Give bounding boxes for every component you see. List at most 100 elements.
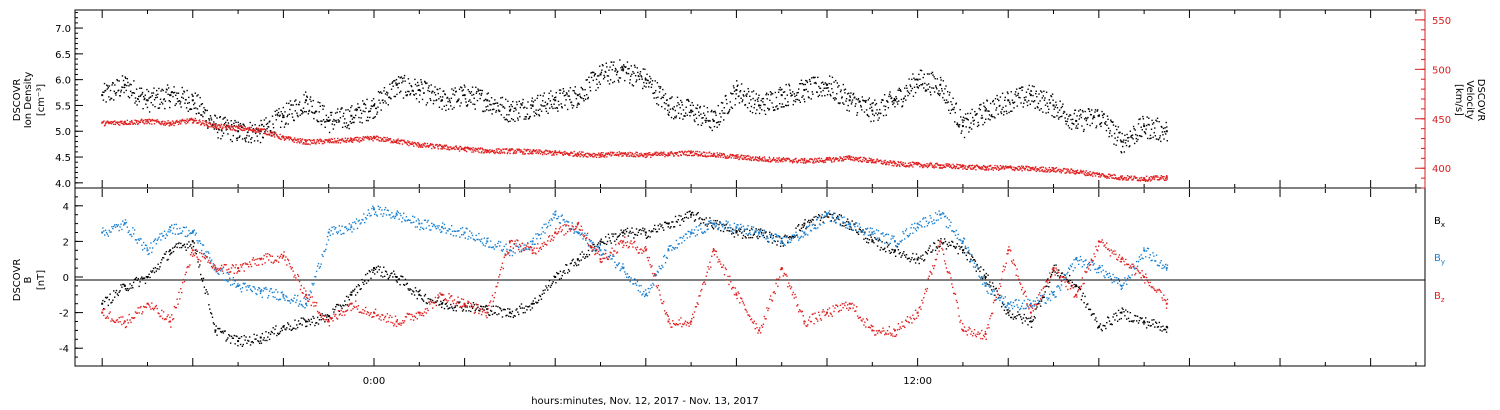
- density-trace-dot: [686, 114, 688, 116]
- bx-trace-dot: [113, 290, 115, 292]
- velocity-trace-dot: [857, 160, 860, 163]
- velocity-trace-dot: [177, 123, 180, 126]
- velocity-trace-dot: [609, 151, 612, 153]
- density-trace-dot: [1083, 118, 1086, 120]
- density-trace-dot: [1136, 140, 1138, 143]
- bx-trace-dot: [427, 297, 429, 300]
- velocity-trace-dot: [901, 163, 903, 165]
- density-trace-dot: [166, 89, 168, 91]
- density-trace-dot: [669, 97, 671, 100]
- top-panel-marks: [101, 59, 1168, 182]
- density-trace-dot: [865, 109, 868, 111]
- density-trace-dot: [176, 97, 179, 100]
- density-trace-dot: [364, 104, 367, 106]
- velocity-trace-dot: [552, 152, 555, 155]
- density-trace-dot: [410, 84, 412, 87]
- bx-trace-dot: [585, 256, 587, 258]
- velocity-trace-dot: [339, 139, 341, 141]
- density-trace-dot: [515, 109, 517, 111]
- bx-trace-dot: [523, 307, 525, 309]
- bx-trace-dot: [340, 305, 342, 308]
- density-trace-dot: [628, 67, 630, 70]
- density-trace-dot: [350, 106, 352, 109]
- velocity-trace-dot: [396, 142, 398, 144]
- velocity-trace-dot: [1085, 170, 1087, 172]
- bx-trace-dot: [129, 283, 131, 285]
- density-trace-dot: [1094, 111, 1096, 113]
- density-trace-dot: [348, 110, 351, 112]
- density-trace-dot: [924, 90, 927, 92]
- velocity-trace-dot: [815, 158, 818, 160]
- density-trace-dot: [325, 114, 328, 117]
- density-trace-dot: [126, 84, 128, 87]
- velocity-trace-dot: [929, 164, 931, 167]
- bx-trace-dot: [104, 296, 107, 299]
- velocity-trace-dot: [872, 161, 874, 164]
- velocity-trace-dot: [853, 160, 855, 162]
- density-trace-dot: [471, 86, 474, 88]
- density-trace-dot: [888, 95, 890, 98]
- velocity-trace-dot: [1099, 173, 1101, 176]
- density-trace-dot: [550, 103, 553, 106]
- bx-trace-dot: [666, 222, 669, 224]
- density-trace-dot: [1000, 111, 1002, 113]
- density-trace-dot: [742, 94, 744, 96]
- density-trace-dot: [470, 101, 472, 103]
- velocity-trace-dot: [276, 134, 278, 136]
- bx-trace-dot: [677, 218, 679, 221]
- velocity-trace-dot: [750, 158, 752, 160]
- density-trace-dot: [1005, 110, 1008, 113]
- velocity-point: [644, 153, 647, 156]
- density-trace-dot: [373, 116, 375, 119]
- density-trace-dot: [1150, 137, 1152, 139]
- density-trace-dot: [673, 106, 675, 108]
- density-trace-dot: [555, 91, 557, 94]
- bx-trace-dot: [228, 334, 230, 336]
- bx-trace-dot: [535, 301, 537, 303]
- density-trace-dot: [1038, 93, 1040, 95]
- bx-trace-dot: [112, 299, 114, 301]
- density-trace-dot: [452, 89, 455, 92]
- density-trace-dot: [481, 89, 484, 92]
- bx-trace-dot: [520, 303, 523, 305]
- bx-trace-dot: [335, 303, 338, 306]
- velocity-trace-dot: [696, 153, 698, 156]
- velocity-trace-dot: [220, 125, 222, 127]
- bx-trace-dot: [683, 217, 686, 219]
- density-trace-dot: [721, 102, 724, 104]
- velocity-trace-dot: [151, 118, 154, 121]
- bx-trace-dot: [429, 298, 431, 300]
- velocity-trace-dot: [345, 139, 347, 142]
- bx-trace-dot: [631, 227, 633, 229]
- density-trace-dot: [636, 79, 638, 81]
- bx-trace-dot: [546, 287, 548, 289]
- density-trace-dot: [125, 89, 127, 92]
- density-trace-dot: [419, 90, 422, 92]
- velocity-trace-dot: [218, 124, 220, 126]
- velocity-trace-dot: [315, 141, 318, 143]
- density-trace-dot: [894, 106, 896, 108]
- velocity-trace-dot: [242, 127, 244, 129]
- density-trace-dot: [406, 94, 409, 96]
- velocity-trace-dot: [123, 123, 126, 125]
- velocity-trace-dot: [884, 159, 886, 162]
- bx-trace-dot: [372, 271, 374, 274]
- bx-trace-dot: [107, 304, 110, 307]
- velocity-trace-dot: [808, 158, 811, 160]
- density-trace-dot: [765, 94, 767, 96]
- density-trace-dot: [400, 76, 403, 78]
- density-point: [327, 119, 330, 122]
- bx-trace-dot: [525, 305, 527, 307]
- density-trace-dot: [1146, 116, 1148, 118]
- density-trace-dot: [663, 94, 665, 97]
- bx-trace-dot: [179, 246, 181, 249]
- velocity-trace-dot: [648, 154, 650, 156]
- density-trace-dot: [696, 107, 698, 110]
- velocity-trace-dot: [472, 147, 474, 149]
- bx-trace-dot: [148, 273, 150, 276]
- density-trace-dot: [711, 129, 713, 132]
- velocity-trace-dot: [221, 127, 224, 130]
- density-trace-dot: [568, 90, 570, 92]
- bx-trace-dot: [539, 295, 542, 298]
- density-trace-dot: [425, 82, 427, 85]
